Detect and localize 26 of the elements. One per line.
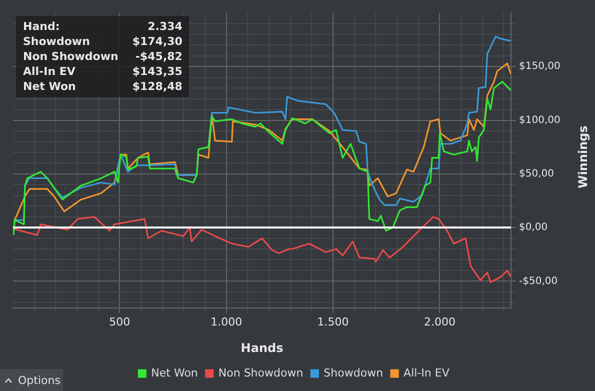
annotation: Showdown (23, 35, 91, 48)
y-tick-label: $50,00 (519, 168, 554, 180)
legend-label: Non Showdown (218, 366, 304, 380)
annotation: -$45,82 (134, 50, 182, 63)
x-tick-label: 1.000 (210, 315, 242, 328)
x-tick-label: 500 (109, 315, 130, 328)
y-axis-title: Winnings (576, 126, 590, 188)
text: Options (18, 374, 60, 386)
x-tick-label: 2.000 (424, 315, 456, 328)
annotation: $128,48 (132, 80, 182, 93)
legend-label: All-In EV (404, 366, 450, 380)
y-tick-label: $150,00 (519, 61, 560, 72)
annotation: Non Showdown (23, 50, 118, 63)
y-tick-label: $100,00 (519, 114, 560, 126)
legend-label: Net Won (151, 366, 198, 380)
x-tick-label: 1.500 (317, 315, 349, 328)
annotation: $143,35 (132, 65, 182, 78)
annotation: 2.334 (146, 20, 182, 33)
annotation: Hand: (23, 20, 61, 33)
annotation: Net Won (23, 80, 77, 93)
y-tick-label: -$50,00 (519, 276, 558, 287)
legend-label: Showdown (324, 366, 384, 380)
annotation: All-In EV (23, 65, 76, 78)
annotation: $174,30 (132, 35, 182, 48)
x-axis-title: Hands (240, 340, 284, 355)
y-tick-label: $0,00 (519, 222, 548, 234)
